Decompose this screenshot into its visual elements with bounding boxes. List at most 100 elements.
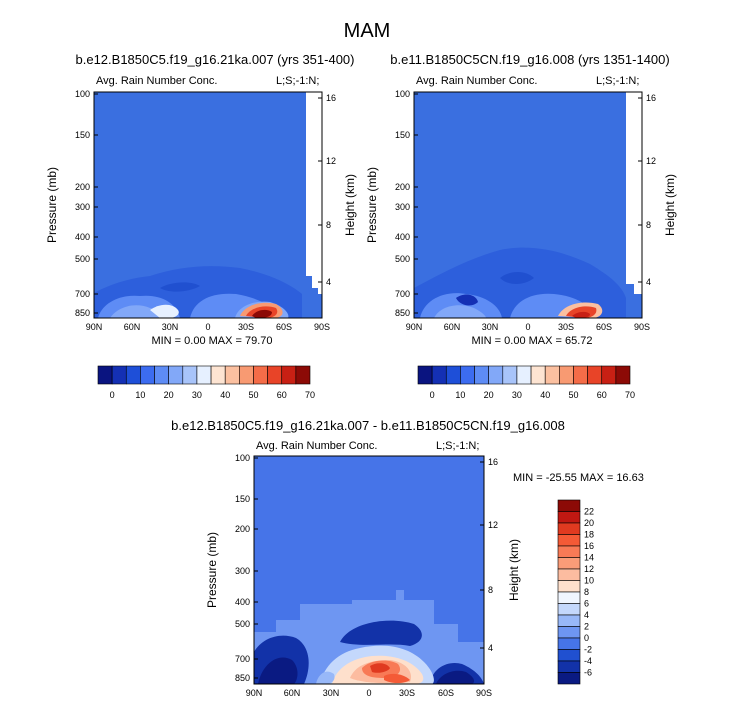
x-tick-label: 30S xyxy=(558,322,574,332)
x-tick-label: 60N xyxy=(284,688,301,698)
y-tick-label: 500 xyxy=(75,254,90,264)
y-axis-title: Pressure (mb) xyxy=(205,532,219,608)
contour-field xyxy=(94,92,322,318)
colorbar-swatch xyxy=(210,365,226,385)
y-tick-label: 200 xyxy=(235,524,250,534)
colorbar-swatch xyxy=(557,614,581,627)
panel-right-label: L;S;-1:N; xyxy=(436,440,480,452)
y-tick-label: 150 xyxy=(395,130,410,140)
y2-tick-label: 16 xyxy=(646,93,656,103)
y2-tick-label: 4 xyxy=(646,277,651,287)
colorbar-swatch xyxy=(516,365,532,385)
colorbar-swatch xyxy=(557,649,581,662)
colorbar-swatch xyxy=(281,365,297,385)
y-tick-label: 300 xyxy=(235,566,250,576)
colorbar-label: 10 xyxy=(135,390,145,400)
y-tick-label: 200 xyxy=(75,182,90,192)
y-tick-label: 300 xyxy=(75,202,90,212)
y-tick-label: 700 xyxy=(75,289,90,299)
panel-right-label: L;S;-1:N; xyxy=(276,75,320,87)
colorbar-swatch xyxy=(488,365,504,385)
colorbar-label: 50 xyxy=(248,390,258,400)
colorbar-swatch xyxy=(111,365,127,385)
colorbar-swatches xyxy=(97,365,311,385)
colorbar-swatch xyxy=(557,499,581,512)
y-tick-label: 850 xyxy=(235,673,250,683)
x-tick-label: 60N xyxy=(124,322,141,332)
colorbar-label: 0 xyxy=(430,390,435,400)
y2-axis: 16 12 8 4 xyxy=(638,93,656,287)
colorbar-label: 0 xyxy=(584,633,589,643)
colorbar-swatch xyxy=(417,365,433,385)
colorbar-swatch xyxy=(557,557,581,570)
y-tick-label: 100 xyxy=(235,453,250,463)
y2-tick-label: 8 xyxy=(646,220,651,230)
figure-title: MAM xyxy=(343,20,391,42)
heatmap-chart: 100 150 200 300 400 500 700 850 16 12 8 … xyxy=(205,453,521,698)
colorbar-swatch xyxy=(239,365,254,385)
colorbar-labels: 0 10 20 30 40 50 60 70 xyxy=(430,390,635,400)
colorbar-swatch xyxy=(224,365,240,385)
colorbar-label: 40 xyxy=(220,390,230,400)
colorbar-label: -4 xyxy=(584,656,592,666)
colorbar-label: 22 xyxy=(584,507,594,517)
y2-axis: 16 12 8 4 xyxy=(480,457,498,653)
x-tick-label: 90N xyxy=(86,322,103,332)
colorbar-swatch xyxy=(557,637,581,650)
colorbar-label: 50 xyxy=(568,390,578,400)
colorbar-label: 20 xyxy=(164,390,174,400)
y-tick-label: 200 xyxy=(395,182,410,192)
colorbar-swatch xyxy=(295,365,311,385)
y-tick-label: 100 xyxy=(75,89,90,99)
y2-tick-label: 8 xyxy=(326,220,331,230)
heatmap-chart: 100 150 200 300 400 500 700 850 16 12 8 … xyxy=(365,89,677,347)
y-tick-label: 400 xyxy=(75,232,90,242)
panel-subtitle: b.e12.B1850C5.f19_g16.21ka.007 (yrs 351-… xyxy=(75,52,355,67)
y-axis: 100 150 200 300 400 500 700 850 xyxy=(75,89,98,318)
x-tick-label: 30N xyxy=(323,688,340,698)
y2-tick-label: 12 xyxy=(326,156,336,166)
x-tick-label: 90N xyxy=(406,322,423,332)
colorbar-swatch xyxy=(557,511,581,524)
x-tick-label: 30N xyxy=(162,322,179,332)
y2-tick-label: 16 xyxy=(326,93,336,103)
colorbar-label: 10 xyxy=(455,390,465,400)
y-tick-label: 850 xyxy=(75,308,90,318)
colorbar-label: 8 xyxy=(584,587,589,597)
colorbar-swatch xyxy=(182,365,198,385)
contour-field xyxy=(414,92,642,318)
colorbar-label: 12 xyxy=(584,564,594,574)
colorbar-swatches xyxy=(557,499,581,685)
colorbar-swatch xyxy=(544,365,560,385)
colorbar-label: 20 xyxy=(584,518,594,528)
x-tick-label: 30N xyxy=(482,322,499,332)
x-tick-label: 30S xyxy=(399,688,415,698)
y-tick-label: 500 xyxy=(235,619,250,629)
colorbar-swatch xyxy=(557,603,581,616)
y-tick-label: 150 xyxy=(75,130,90,140)
colorbar-label: 20 xyxy=(484,390,494,400)
colorbar-swatch xyxy=(601,365,617,385)
y-tick-label: 850 xyxy=(395,308,410,318)
y-tick-label: 150 xyxy=(235,494,250,504)
plot-frame xyxy=(93,91,323,319)
y2-tick-label: 8 xyxy=(488,585,493,595)
x-tick-label: 60S xyxy=(438,688,454,698)
colorbar-swatch xyxy=(125,365,141,385)
colorbar-swatch xyxy=(196,365,212,385)
colorbar-label: 16 xyxy=(584,541,594,551)
x-tick-label: 90S xyxy=(314,322,330,332)
panel-subtitle: b.e12.B1850C5.f19_g16.21ka.007 - b.e11.B… xyxy=(171,418,565,433)
colorbar-swatch xyxy=(154,365,169,385)
colorbar: 0 10 20 30 40 50 60 70 xyxy=(417,365,635,400)
colorbar-swatch xyxy=(559,365,574,385)
y-axis-title: Pressure (mb) xyxy=(365,167,379,243)
colorbar-swatch xyxy=(615,365,631,385)
min-max-stats: MIN = 0.00 MAX = 65.72 xyxy=(471,335,592,347)
y-axis: 100 150 200 300 400 500 700 850 xyxy=(395,89,418,318)
colorbar-swatch xyxy=(557,545,581,558)
colorbar-swatch xyxy=(502,365,518,385)
colorbar-label: 70 xyxy=(625,390,635,400)
colorbar-swatch xyxy=(474,365,489,385)
